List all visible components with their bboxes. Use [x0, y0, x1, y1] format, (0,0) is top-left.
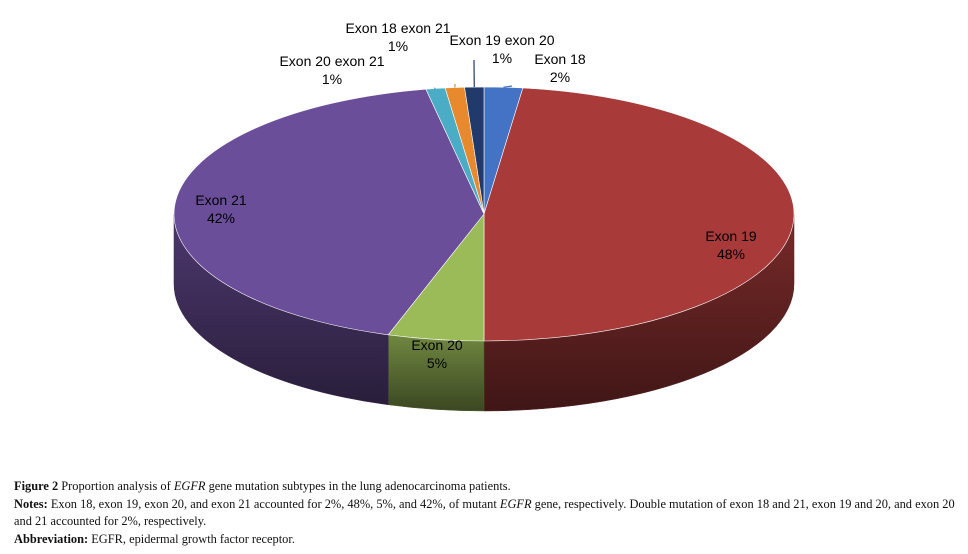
slice-label-exon-18-exon-21: Exon 18 exon 21	[345, 20, 450, 36]
slice-pct-exon-19-exon-20: 1%	[492, 50, 512, 66]
pie-chart-svg: Exon 18 2% Exon 19 48% Exon 20 5% Exon 21 42% Ex…	[173, 20, 795, 412]
leader-line-exon-20-exon-21	[433, 87, 436, 90]
figure-abbreviation: Abbreviation: EGFR, epidermal growth fac…	[14, 532, 295, 546]
slice-pct-exon-18-exon-21: 1%	[388, 38, 408, 54]
figure-notes: Notes: Exon 18, exon 19, exon 20, and ex…	[14, 497, 955, 528]
slice-pct-exon-18: 2%	[550, 69, 570, 85]
slice-label-exon-20-exon-21: Exon 20 exon 21	[279, 53, 384, 69]
slice-pct-exon-20-exon-21: 1%	[322, 71, 342, 87]
slice-label-exon-18: Exon 18	[534, 51, 586, 67]
slice-label-exon-19: Exon 19	[705, 228, 757, 244]
pie-slice-exon-21	[173, 88, 485, 336]
slice-label-exon-21: Exon 21	[195, 192, 247, 208]
slice-pct-exon-19: 48%	[717, 246, 745, 262]
slice-label-exon-20: Exon 20	[411, 337, 463, 353]
slice-label-exon-19-exon-20: Exon 19 exon 20	[449, 32, 554, 48]
pie-slice-exon-19	[483, 87, 795, 342]
pie-chart: Exon 18 2% Exon 19 48% Exon 20 5% Exon 21 42% Ex…	[173, 20, 795, 412]
pie-slice-exon-19-exon-20	[464, 86, 485, 215]
figure-caption: Figure 2 Proportion analysis of EGFR gen…	[14, 479, 511, 493]
slice-pct-exon-21: 42%	[207, 210, 235, 226]
leader-line-exon-18	[503, 85, 513, 88]
slice-pct-exon-20: 5%	[427, 355, 447, 371]
